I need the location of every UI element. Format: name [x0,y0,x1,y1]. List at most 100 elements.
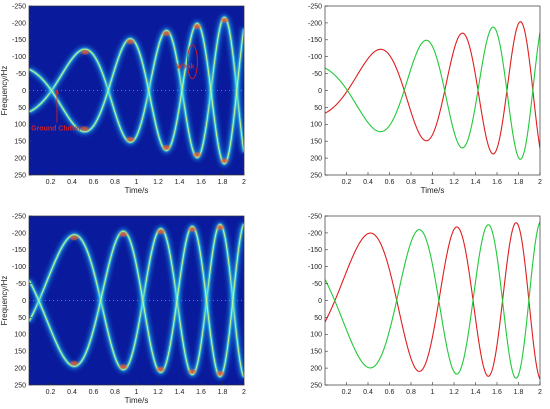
energy-hotspot [157,229,166,234]
y-tick-label: 200 [14,366,26,373]
x-tick-label: 1 [135,179,139,186]
spectrogram-bottom-left [29,216,244,385]
energy-hotspot [162,31,171,36]
x-tick-label: 0.4 [67,389,77,396]
y-tick-label: 200 [14,156,26,163]
energy-hotspot [119,364,128,369]
y-tick-label: 0 [22,88,26,95]
y-tick-label: -50 [16,281,26,288]
x-tick-label: 0.6 [385,389,395,396]
y-tick-label: 150 [14,349,26,356]
micro-doppler-core [29,223,244,377]
micro-doppler-core [29,16,244,158]
x-tick-label: 0.8 [406,389,416,396]
y-tick-label: -100 [308,264,322,271]
y-tick-label: -150 [308,247,322,254]
y-tick-label: -250 [308,3,322,10]
x-tick-label: 1.6 [196,179,206,186]
y-tick-label: -50 [312,71,322,78]
y-tick-label: 100 [310,332,322,339]
x-axis-label: Time/s [421,186,445,195]
x-tick-label: 2 [242,179,246,186]
series-line-red [325,222,540,380]
energy-hotspot [216,371,225,376]
x-tick-label: 2 [242,389,246,396]
y-tick-label: -50 [312,281,322,288]
y-tick-label: 150 [310,349,322,356]
y-tick-label: -150 [308,37,322,44]
plot-frame [324,5,541,176]
y-tick-label: 0 [22,298,26,305]
x-tick-label: 0.2 [342,389,352,396]
series-line-red [325,21,540,155]
y-tick-label: -250 [12,3,26,10]
line-plot-top-right [325,21,540,160]
y-tick-label: 150 [310,139,322,146]
energy-hotspot [126,39,135,44]
energy-hotspot [156,367,165,372]
energy-hotspot [80,126,89,131]
axes-top-left: -250 -200 -150 -100 -50 0 50 100 150 200 250 0.2 0.4… [0,3,246,195]
axes-bottom-right: -250 -200 -150 -100 -50 0 50 100 150 200 250 0.2 0.4… [308,213,542,396]
x-tick-label: 0.6 [385,179,395,186]
y-tick-label: -200 [12,230,26,237]
y-tick-label: 150 [14,139,26,146]
y-tick-label: 250 [310,172,322,179]
x-axis-label: Time/s [125,396,149,405]
y-tick-label: 100 [14,332,26,339]
energy-hotspot [126,137,135,142]
energy-hotspot [193,152,202,157]
energy-hotspot [70,361,79,366]
annotation-ground-clutter: Ground Clutter [31,125,81,132]
x-tick-label: 1 [431,389,435,396]
x-axis-label: Time/s [125,186,149,195]
x-tick-label: 1.2 [153,389,163,396]
energy-hotspot [216,225,225,230]
x-tick-label: 0.4 [363,389,373,396]
y-tick-label: 50 [18,315,26,322]
y-tick-label: -100 [12,264,26,271]
annotation-weak: Weak [176,64,194,71]
x-tick-label: 1.8 [218,179,228,186]
micro-doppler-core [29,224,244,378]
energy-hotspot [162,145,171,150]
y-tick-label: 0 [318,88,322,95]
x-tick-label: 2 [538,389,542,396]
x-tick-label: 1.6 [492,389,502,396]
energy-hotspot [220,18,229,23]
x-tick-label: 0.8 [110,389,120,396]
y-tick-label: -100 [12,54,26,61]
axes-bottom-left: -250 -200 -150 -100 -50 0 50 100 150 200 250 0.2 0.4… [0,213,246,405]
x-tick-label: 0.6 [89,389,99,396]
series-line-green [325,221,540,379]
y-tick-label: 250 [310,382,322,389]
y-axis-label: Frequency/Hz [0,66,9,116]
x-tick-label: 1.2 [153,179,163,186]
spectrogram-top-left: Weak Ground Clutter [29,6,244,175]
x-tick-label: 1.4 [471,179,481,186]
axes-top-right: -250 -200 -150 -100 -50 0 50 100 150 200 250 0.2 0.4… [308,3,542,195]
y-tick-label: -150 [12,37,26,44]
x-tick-label: 0.6 [89,179,99,186]
x-tick-label: 0.2 [342,179,352,186]
series-line-green [325,26,540,160]
x-tick-label: 0.2 [46,179,56,186]
y-tick-label: -200 [12,20,26,27]
y-tick-label: -250 [308,213,322,220]
x-tick-label: 1.4 [175,179,185,186]
x-tick-label: 1.8 [514,179,524,186]
x-tick-label: 0.2 [46,389,56,396]
y-tick-label: -150 [12,247,26,254]
energy-hotspot [193,24,202,29]
x-tick-label: 1.6 [492,179,502,186]
x-tick-label: 0.4 [67,179,77,186]
y-tick-label: -50 [16,71,26,78]
y-tick-label: 50 [314,315,322,322]
energy-hotspot [70,235,79,240]
y-tick-label: 250 [14,172,26,179]
annotation-arrowhead [54,88,59,94]
y-axis-label: Frequency/Hz [0,276,9,326]
x-tick-label: 1.2 [449,179,459,186]
x-tick-label: 0.8 [110,179,120,186]
